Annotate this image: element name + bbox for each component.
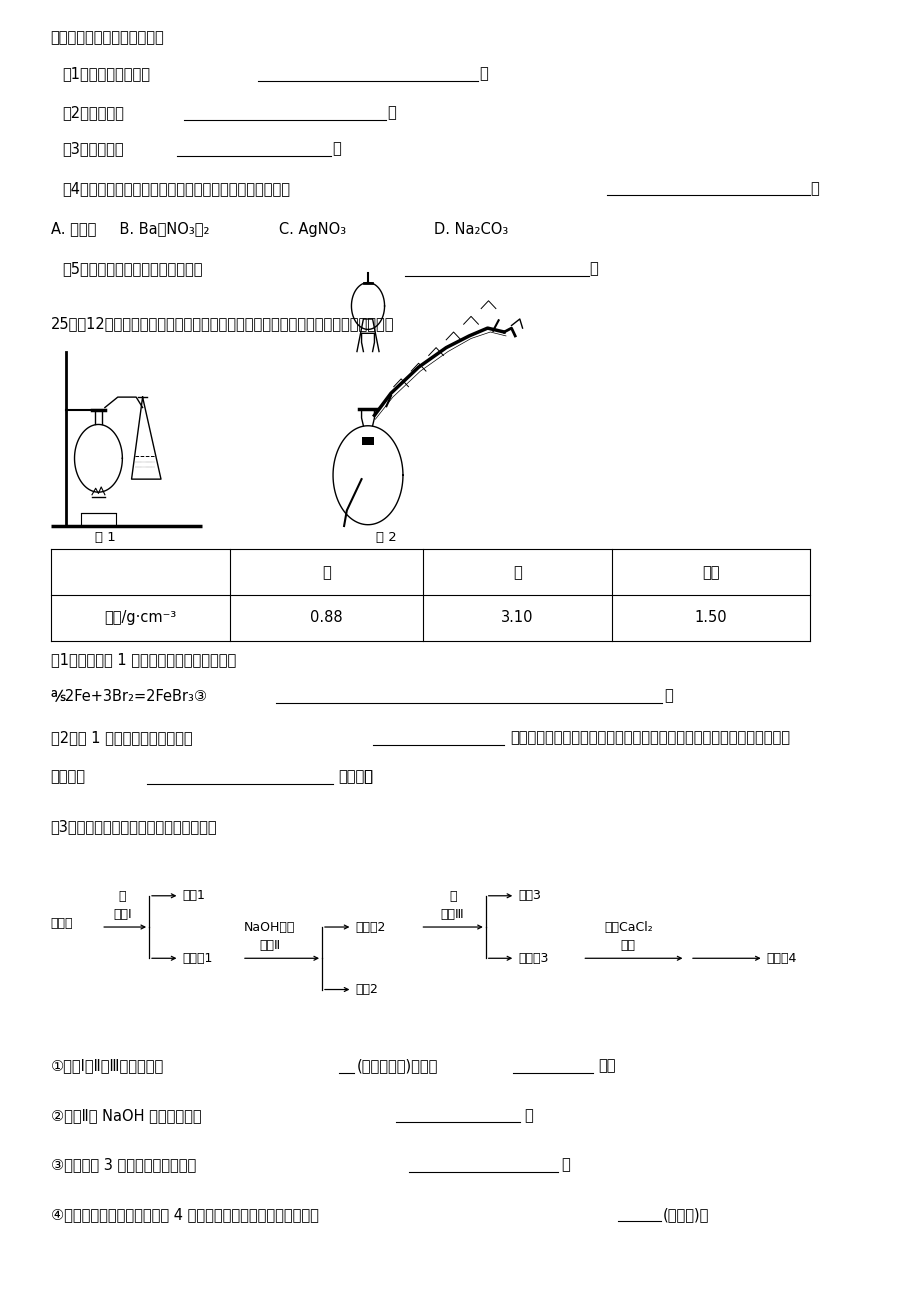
Text: 过滤: 过滤 bbox=[620, 939, 635, 952]
Text: （1）原溶液中一定有: （1）原溶液中一定有 bbox=[62, 66, 151, 81]
Text: （5）写出中沉淠消失的离子方程式: （5）写出中沉淠消失的离子方程式 bbox=[62, 262, 203, 276]
Text: 图 2: 图 2 bbox=[376, 531, 396, 544]
Text: 图 1: 图 1 bbox=[96, 531, 116, 544]
Text: 1.50: 1.50 bbox=[694, 611, 726, 625]
Text: （3）可能含有: （3）可能含有 bbox=[62, 142, 124, 156]
Text: 苯: 苯 bbox=[322, 565, 331, 579]
Text: 有机层3: 有机层3 bbox=[517, 952, 548, 965]
Text: （2）图 1 洗气瓶中盛放的试剂为: （2）图 1 洗气瓶中盛放的试剂为 bbox=[51, 730, 192, 745]
Text: ，实验中观察到洗气瓶的液体变为橙黄色；还观察到锥形瓶中出现白雾，: ，实验中观察到洗气瓶的液体变为橙黄色；还观察到锥形瓶中出现白雾， bbox=[510, 730, 789, 745]
Text: 无水CaCl₂: 无水CaCl₂ bbox=[604, 921, 652, 934]
Text: 形成的。: 形成的。 bbox=[338, 769, 373, 784]
Text: 。: 。 bbox=[524, 1108, 533, 1122]
Text: 溨苯: 溨苯 bbox=[701, 565, 719, 579]
Text: 这是因为: 这是因为 bbox=[51, 769, 85, 784]
Text: 0.88: 0.88 bbox=[310, 611, 343, 625]
Text: （3）制得的溨苯经过下列步骤进行提纯：: （3）制得的溨苯经过下列步骤进行提纯： bbox=[51, 819, 217, 833]
Text: 。: 。 bbox=[664, 689, 673, 703]
Text: 有机层2: 有机层2 bbox=[355, 921, 385, 934]
Text: 。: 。 bbox=[561, 1157, 570, 1172]
Text: 水层3: 水层3 bbox=[517, 889, 540, 902]
Text: 有机层1: 有机层1 bbox=[182, 952, 212, 965]
Text: A. 稀牁酸     B. Ba（NO₃）₂               C. AgNO₃                   D. Na₂CO₃: A. 稀牁酸 B. Ba（NO₃）₂ C. AgNO₃ D. Na₂CO₃ bbox=[51, 223, 507, 237]
Text: 依据以上实验回答下列问题：: 依据以上实验回答下列问题： bbox=[51, 30, 165, 44]
Bar bbox=[361, 437, 374, 445]
Text: (填付器名称)中处于: (填付器名称)中处于 bbox=[357, 1059, 437, 1073]
Text: 密度/g·cm⁻³: 密度/g·cm⁻³ bbox=[104, 611, 176, 625]
Text: 。: 。 bbox=[479, 66, 488, 81]
Text: ③向有机层 3 加入氯化馒的目的是: ③向有机层 3 加入氯化馒的目的是 bbox=[51, 1157, 196, 1172]
Text: 25、（12分）溨苯是一种化工原料，实验室合成溨苯的装置示意图及有关数据如下：: 25、（12分）溨苯是一种化工原料，实验室合成溨苯的装置示意图及有关数据如下： bbox=[51, 316, 393, 331]
Bar bbox=[81, 513, 116, 526]
Text: 。: 。 bbox=[589, 262, 598, 276]
Text: (填选项)。: (填选项)。 bbox=[662, 1207, 708, 1221]
Text: 。: 。 bbox=[810, 181, 819, 195]
Text: 水: 水 bbox=[448, 889, 456, 902]
Text: ④经以上操作后，要对有机层 4 进一步提纯，下列操作中必须的是: ④经以上操作后，要对有机层 4 进一步提纯，下列操作中必须的是 bbox=[51, 1207, 318, 1221]
Text: 溨: 溨 bbox=[513, 565, 521, 579]
Text: 粗溴苯: 粗溴苯 bbox=[51, 917, 73, 930]
Text: （1）请补充图 1 烧瓶中反应的化学方程式：: （1）请补充图 1 烧瓶中反应的化学方程式： bbox=[51, 652, 235, 667]
Text: 操作Ⅲ: 操作Ⅲ bbox=[440, 907, 464, 921]
Text: 水: 水 bbox=[119, 889, 126, 902]
Text: （2）一定没有: （2）一定没有 bbox=[62, 105, 124, 120]
Text: （4）如果要确定原溶液中是否存在该离子，应选用试剂是: （4）如果要确定原溶液中是否存在该离子，应选用试剂是 bbox=[62, 181, 290, 195]
Text: 水层1: 水层1 bbox=[182, 889, 205, 902]
Text: 水层2: 水层2 bbox=[355, 983, 378, 996]
Text: 操作Ⅰ: 操作Ⅰ bbox=[113, 907, 131, 921]
Text: 。: 。 bbox=[387, 105, 396, 120]
Text: 操作Ⅱ: 操作Ⅱ bbox=[259, 939, 279, 952]
Text: ②操作Ⅱ中 NaOH 溶液的作用是: ②操作Ⅱ中 NaOH 溶液的作用是 bbox=[51, 1108, 201, 1122]
Text: 。: 。 bbox=[363, 769, 372, 784]
Text: ℁2Fe+3Br₂=2FeBr₃③: ℁2Fe+3Br₂=2FeBr₃③ bbox=[51, 689, 208, 703]
Text: ①操作Ⅰ、Ⅱ、Ⅲ中有机层在: ①操作Ⅰ、Ⅱ、Ⅲ中有机层在 bbox=[51, 1059, 164, 1073]
Text: 。: 。 bbox=[332, 142, 341, 156]
Text: 3.10: 3.10 bbox=[501, 611, 533, 625]
Text: 有机层4: 有机层4 bbox=[766, 952, 796, 965]
Text: NaOH溶液: NaOH溶液 bbox=[244, 921, 295, 934]
Text: 层。: 层。 bbox=[597, 1059, 615, 1073]
